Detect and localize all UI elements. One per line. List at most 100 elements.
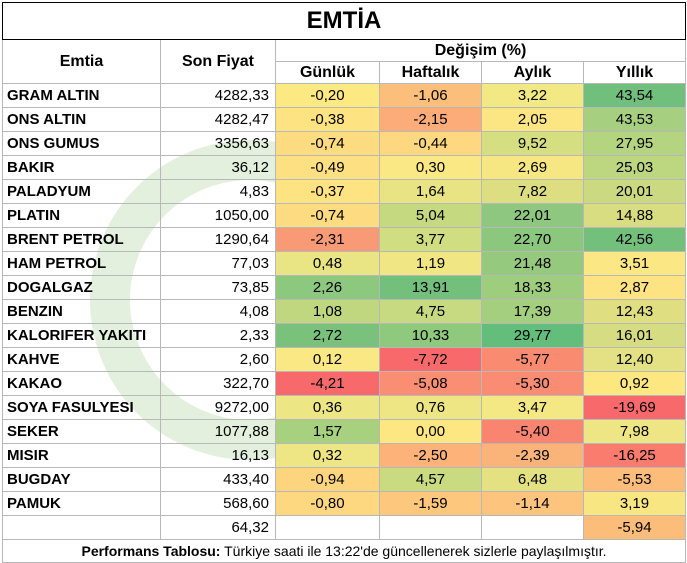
monthly-change-cell: 29,77 (481, 323, 584, 348)
yearly-change-cell: -5,94 (582, 515, 687, 540)
commodity-name-cell: HAM PETROL (2, 251, 161, 276)
monthly-change-cell: 3,22 (481, 83, 584, 108)
table-row: DOGALGAZ 73,85 2,26 13,91 18,33 2,87 (2, 275, 687, 300)
last-price-cell: 1077,88 (160, 419, 276, 444)
yearly-change-cell: -16,25 (582, 443, 687, 468)
commodity-name-cell: PLATIN (2, 203, 161, 228)
monthly-change-cell: 7,82 (481, 179, 584, 204)
yearly-change-cell: 42,56 (582, 227, 687, 252)
yearly-change-cell: 7,98 (582, 419, 687, 444)
weekly-change-cell: 4,57 (379, 467, 482, 492)
daily-change-cell: 0,48 (275, 251, 380, 276)
commodity-name-cell: MISIR (2, 443, 161, 468)
table-row: GRAM ALTIN 4282,33 -0,20 -1,06 3,22 43,54 (2, 83, 687, 108)
commodity-name-cell: BUGDAY (2, 467, 161, 492)
header-monthly: Aylık (481, 61, 584, 84)
weekly-change-cell: -2,50 (379, 443, 482, 468)
yearly-change-cell: 12,43 (582, 299, 687, 324)
table-row: ONS ALTIN 4282,47 -0,38 -2,15 2,05 43,53 (2, 107, 687, 132)
commodity-name-cell: BAKIR (2, 155, 161, 180)
commodity-name-cell: SOYA FASULYESI (2, 395, 161, 420)
footer-note: Performans Tablosu: Türkiye saati ile 13… (1, 539, 687, 563)
daily-change-cell: -0,38 (275, 107, 380, 132)
daily-change-cell: -0,49 (275, 155, 380, 180)
daily-change-cell: 0,12 (275, 347, 380, 372)
last-price-cell: 3356,63 (160, 131, 276, 156)
monthly-change-cell: 17,39 (481, 299, 584, 324)
header-weekly: Haftalık (379, 61, 482, 84)
weekly-change-cell (379, 515, 482, 540)
weekly-change-cell: 10,33 (379, 323, 482, 348)
table-row: SOYA FASULYESI 9272,00 0,36 0,76 3,47 -19,69 (2, 395, 687, 420)
table-title: EMTİA (1, 2, 687, 40)
weekly-change-cell: 3,77 (379, 227, 482, 252)
table-row: ONS GUMUS 3356,63 -0,74 -0,44 9,52 27,95 (2, 131, 687, 156)
yearly-change-cell: 0,92 (582, 371, 687, 396)
monthly-change-cell: -5,30 (481, 371, 584, 396)
last-price-cell: 73,85 (160, 275, 276, 300)
monthly-change-cell: -1,14 (481, 491, 584, 516)
last-price-cell: 4,08 (160, 299, 276, 324)
commodity-name-cell: KALORIFER YAKITI (2, 323, 161, 348)
weekly-change-cell: 0,00 (379, 419, 482, 444)
monthly-change-cell: 3,47 (481, 395, 584, 420)
daily-change-cell: -0,74 (275, 203, 380, 228)
yearly-change-cell: -5,53 (582, 467, 687, 492)
weekly-change-cell: -1,59 (379, 491, 482, 516)
weekly-change-cell: 0,76 (379, 395, 482, 420)
daily-change-cell: -0,94 (275, 467, 380, 492)
last-price-cell: 433,40 (160, 467, 276, 492)
commodity-name-cell: KAKAO (2, 371, 161, 396)
daily-change-cell: 2,26 (275, 275, 380, 300)
daily-change-cell: -0,37 (275, 179, 380, 204)
daily-change-cell: -0,74 (275, 131, 380, 156)
commodity-name-cell (2, 515, 161, 540)
yearly-change-cell: 12,40 (582, 347, 687, 372)
monthly-change-cell: 2,05 (481, 107, 584, 132)
table-body: GRAM ALTIN 4282,33 -0,20 -1,06 3,22 43,54 ONS … (2, 83, 687, 540)
last-price-cell: 1290,64 (160, 227, 276, 252)
daily-change-cell: -0,80 (275, 491, 380, 516)
commodity-name-cell: BENZIN (2, 299, 161, 324)
monthly-change-cell: -2,39 (481, 443, 584, 468)
table-row: KAKAO 322,70 -4,21 -5,08 -5,30 0,92 (2, 371, 687, 396)
yearly-change-cell: 16,01 (582, 323, 687, 348)
monthly-change-cell: 18,33 (481, 275, 584, 300)
commodity-name-cell: PALADYUM (2, 179, 161, 204)
commodity-name-cell: BRENT PETROL (2, 227, 161, 252)
footer-text: Türkiye saati ile 13:22'de güncellenerek… (220, 543, 607, 559)
weekly-change-cell: -5,08 (379, 371, 482, 396)
table-row: PLATIN 1050,00 -0,74 5,04 22,01 14,88 (2, 203, 687, 228)
last-price-cell: 4282,47 (160, 107, 276, 132)
weekly-change-cell: 5,04 (379, 203, 482, 228)
yearly-change-cell: 3,51 (582, 251, 687, 276)
last-price-cell: 4,83 (160, 179, 276, 204)
header-change-group: Değişim (%) (274, 39, 687, 62)
daily-change-cell: -0,20 (275, 83, 380, 108)
yearly-change-cell: 27,95 (582, 131, 687, 156)
monthly-change-cell: -5,40 (481, 419, 584, 444)
footer-label: Performans Tablosu: (81, 543, 221, 559)
table-row: HAM PETROL 77,03 0,48 1,19 21,48 3,51 (2, 251, 687, 276)
yearly-change-cell: 2,87 (582, 275, 687, 300)
table-row: BAKIR 36,12 -0,49 0,30 2,69 25,03 (2, 155, 687, 180)
last-price-cell: 1050,00 (160, 203, 276, 228)
header-daily: Günlük (275, 61, 380, 84)
commodity-name-cell: GRAM ALTIN (2, 83, 161, 108)
last-price-cell: 64,32 (160, 515, 276, 540)
table-row: PAMUK 568,60 -0,80 -1,59 -1,14 3,19 (2, 491, 687, 516)
header-commodity: Emtia (2, 39, 161, 84)
yearly-change-cell: 43,53 (582, 107, 687, 132)
weekly-change-cell: -1,06 (379, 83, 482, 108)
table-row: BUGDAY 433,40 -0,94 4,57 6,48 -5,53 (2, 467, 687, 492)
monthly-change-cell: 22,70 (481, 227, 584, 252)
last-price-cell: 568,60 (160, 491, 276, 516)
yearly-change-cell: 14,88 (582, 203, 687, 228)
commodity-name-cell: KAHVE (2, 347, 161, 372)
daily-change-cell: 2,72 (275, 323, 380, 348)
daily-change-cell (275, 515, 380, 540)
commodity-name-cell: DOGALGAZ (2, 275, 161, 300)
weekly-change-cell: 1,64 (379, 179, 482, 204)
